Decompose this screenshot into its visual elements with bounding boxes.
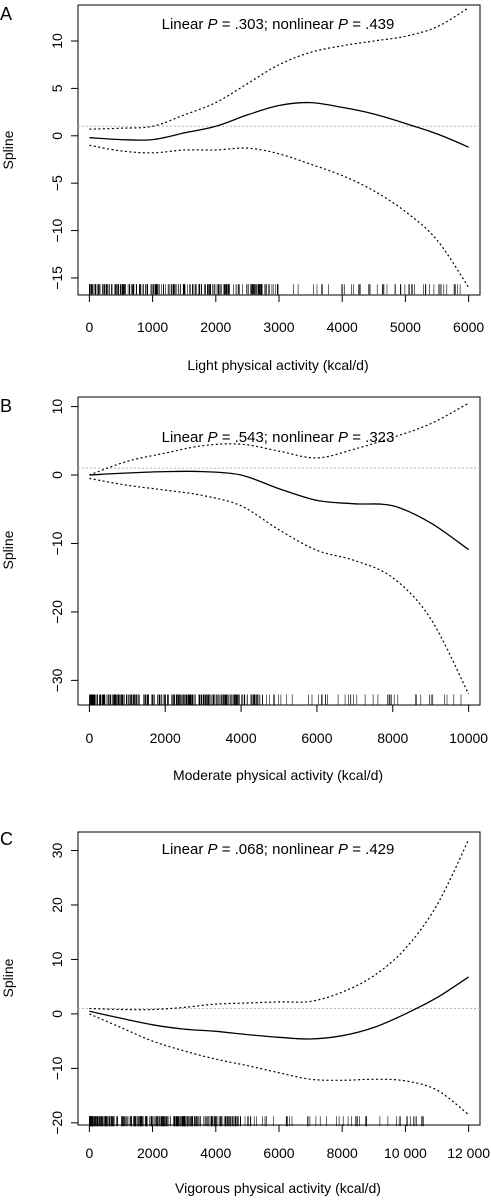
panel-a-label: A [0,4,12,24]
panel-b-y-tick-label: 10 [49,399,65,415]
panel-a-x-tick-label: 4000 [327,319,358,335]
panel-b-x-tick-label: 2000 [150,730,181,746]
panel-c-y-tick-label: −20 [49,1111,65,1135]
panel-a: A Linear P = .303; nonlinear P = .439 Sp… [0,4,484,373]
panel-b-x-tick-label: 0 [85,730,93,746]
panel-c-x-tick-label: 12 000 [447,1145,490,1161]
panel-b-x-axis-title: Moderate physical activity (kcal/d) [173,767,383,783]
panel-a-x-tick-label: 1000 [137,319,168,335]
panel-b-spline-curve [89,470,469,551]
panel-b-y-tick-label: 0 [49,471,65,479]
panel-b: B Linear P = .543; nonlinear P = .323 Sp… [0,396,488,783]
panel-b-y-tick-label: −30 [49,668,65,692]
panel-c-plot-frame [77,831,481,1126]
panel-c-y-tick-label: −10 [49,1056,65,1080]
panel-a-plot-frame [77,4,481,296]
panel-a-p-values: Linear P = .303; nonlinear P = .439 [162,16,395,33]
panel-a-y-tick-label: −5 [49,175,65,191]
panel-b-x-tick-label: 4000 [225,730,256,746]
panel-b-x-tick-label: 8000 [377,730,408,746]
panel-c-x-tick-label: 8000 [327,1145,358,1161]
panel-b-y-tick-label: −10 [49,531,65,555]
panel-c-y-axis-title: Spline [0,958,16,997]
panel-a-y-tick-label: 5 [49,84,65,92]
panel-a-y-tick-label: 0 [49,132,65,140]
panel-a-x-tick-label: 0 [85,319,93,335]
panel-b-x-tick-label: 10000 [449,730,488,746]
panel-b-x-tick-label: 6000 [301,730,332,746]
panel-a-x-tick-label: 6000 [453,319,484,335]
panel-a-y-axis-title: Spline [0,130,16,169]
panel-b-y-tick-label: −20 [49,600,65,624]
panel-a-x-tick-label: 5000 [390,319,421,335]
panel-c-label: C [0,829,13,849]
panel-c-p-values: Linear P = .068; nonlinear P = .429 [162,841,395,858]
panel-c-x-tick-label: 0 [85,1145,93,1161]
panel-a-x-tick-label: 3000 [263,319,294,335]
panel-c-spline-curve [89,976,469,1040]
panel-a-lower-ci-curve [89,144,470,288]
panel-a-x-tick-label: 2000 [200,319,231,335]
panel-b-lower-ci-curve [89,477,470,695]
panel-a-y-tick-label: −15 [49,266,65,290]
panel-c-x-axis-title: Vigorous physical activity (kcal/d) [175,1180,381,1196]
panel-a-y-tick-label: −10 [49,219,65,243]
panel-a-upper-ci-curve [89,7,469,130]
panel-c-x-tick-label: 6000 [263,1145,294,1161]
panel-c-y-tick-label: 30 [49,843,65,859]
panel-a-rug [89,284,461,295]
panel-c-x-tick-label: 2000 [137,1145,168,1161]
panel-c-upper-ci-curve [89,839,470,1011]
panel-b-p-values: Linear P = .543; nonlinear P = .323 [162,429,395,446]
panel-a-x-axis-title: Light physical activity (kcal/d) [187,357,368,373]
panel-c-y-tick-label: 20 [49,897,65,913]
panel-c-x-tick-label: 4000 [200,1145,231,1161]
panel-c-y-tick-label: 10 [49,951,65,967]
panel-b-plot-frame [77,396,481,706]
panel-b-y-axis-title: Spline [0,530,16,569]
panel-a-spline-curve [89,101,469,148]
panel-b-label: B [0,396,12,416]
panel-c-rug [89,1116,425,1127]
panel-c-x-tick-label: 10 000 [384,1145,427,1161]
panel-a-y-tick-label: 10 [49,33,65,49]
panel-c-y-tick-label: 0 [49,1010,65,1018]
panel-c: C Linear P = .068; nonlinear P = .429 Sp… [0,829,490,1196]
panel-c-lower-ci-curve [89,1013,469,1116]
panel-b-rug [89,694,462,705]
panel-b-upper-ci-curve [89,402,469,476]
